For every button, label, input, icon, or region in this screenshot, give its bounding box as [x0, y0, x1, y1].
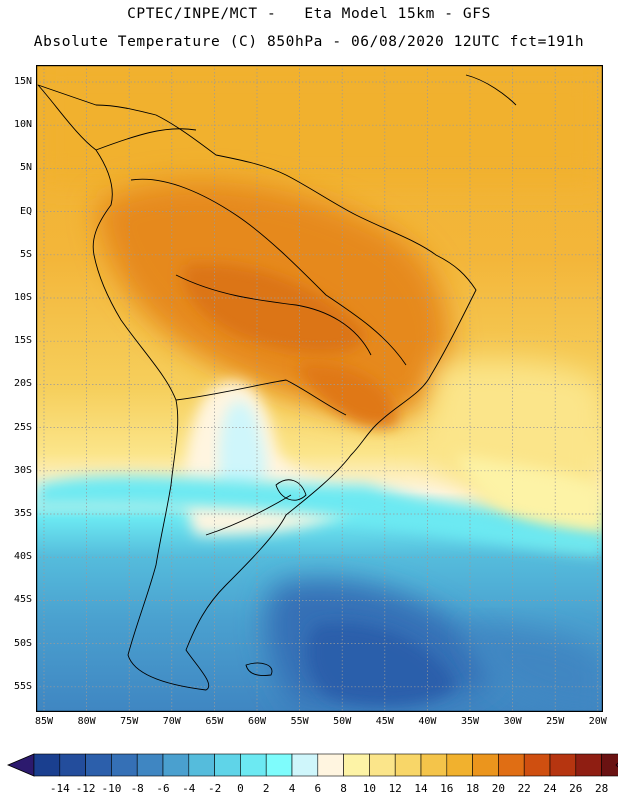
colorbar-cell [33, 753, 61, 777]
longitude-label: 45W [375, 716, 394, 727]
longitude-label: 85W [34, 716, 54, 727]
colorbar-tick-label: 14 [414, 782, 428, 795]
longitude-label: 60W [247, 716, 267, 727]
caribbean-islands [465, 74, 517, 106]
title-line-2: Absolute Temperature (C) 850hPa - 06/08/… [33, 34, 585, 50]
colorbar-tick-label: 10 [362, 782, 377, 795]
colorbar-tick-label: -14 [49, 782, 70, 795]
colorbar-under-triangle [6, 753, 35, 777]
colorbar-cell [575, 753, 602, 777]
colorbar-cell [523, 753, 551, 777]
latitude-label: 15N [13, 76, 32, 87]
latitude-label: 45S [13, 594, 32, 606]
colorbar [6, 753, 618, 777]
latitude-label: 25S [13, 421, 32, 433]
latitude-label: 20S [13, 378, 32, 390]
colorbar-cell [111, 753, 138, 777]
longitude-label: 25W [546, 716, 565, 727]
longitude-label: 40W [418, 716, 437, 727]
latitude-label: EQ [19, 205, 32, 217]
longitude-label: 55W [290, 716, 309, 727]
colorbar-cell [394, 753, 422, 777]
colorbar-tick-label: 16 [440, 782, 454, 795]
colorbar-cell [291, 753, 319, 777]
latitude-label: 5N [19, 162, 32, 174]
colorbar-tick-label: -4 [182, 782, 196, 795]
colorbar-cell [317, 753, 344, 777]
colorbar-cell [420, 753, 448, 777]
country-border [175, 274, 372, 356]
longitude-label: 80W [77, 716, 96, 727]
colorbar-cell [549, 753, 577, 777]
lagoon-outline [275, 479, 307, 501]
latitude-label: 5S [19, 248, 32, 260]
longitude-label: 70W [162, 716, 181, 727]
latitude-label: 55S [13, 680, 32, 692]
colorbar-tick-label: 8 [340, 782, 347, 795]
country-border [175, 379, 347, 416]
longitude-label: 75W [120, 716, 139, 727]
colorbar-cell [446, 753, 473, 777]
title-line-1: CPTEC/INPE/MCT - Eta Model 15km - GFS [127, 6, 491, 22]
colorbar-tick-label: 4 [288, 782, 296, 795]
longitude-label: 65W [205, 716, 224, 727]
latitude-label: 35S [13, 508, 32, 519]
colorbar-tick-label: 28 [594, 782, 609, 795]
lat-lon-grid [36, 65, 603, 712]
south-america-outline [37, 84, 477, 691]
colorbar-cell [162, 753, 190, 777]
colorbar-tick-label: 18 [465, 782, 480, 795]
latitude-label: 40S [13, 551, 32, 563]
colorbar-cell [265, 753, 293, 777]
latitude-label: 30S [13, 464, 32, 476]
latitude-label: 10S [13, 292, 32, 303]
colorbar-cell [188, 753, 215, 777]
colorbar-tick-label: 12 [388, 782, 402, 795]
colorbar-cell [498, 753, 525, 777]
country-border [205, 494, 292, 536]
temperature-field [36, 65, 603, 712]
latitude-label: 15S [13, 335, 32, 347]
colorbar-cell [85, 753, 112, 777]
colorbar-tick-label: 22 [517, 782, 531, 795]
colorbar-cell [59, 753, 86, 777]
colorbar-tick-label: 0 [237, 782, 244, 795]
colorbar-tick-label: -10 [101, 782, 122, 795]
longitude-label: 35W [460, 716, 480, 727]
latitude-label: 50S [13, 637, 32, 649]
colorbar-tick-label: 20 [491, 782, 506, 795]
colorbar-cell [240, 753, 267, 777]
colorbar-cell [214, 753, 241, 777]
colorbar-tick-label: 24 [543, 782, 557, 795]
colorbar-tick-label: 26 [569, 782, 583, 795]
falklands-outline [245, 662, 273, 676]
coastlines [37, 74, 517, 691]
longitude-label: 50W [333, 716, 352, 727]
longitude-label: 20W [588, 716, 607, 727]
map-frame [36, 65, 603, 712]
country-border [130, 178, 407, 366]
colorbar-tick-label: -8 [130, 782, 144, 795]
country-border [95, 128, 197, 151]
colorbar-tick-label: -6 [156, 782, 170, 795]
colorbar-cell [369, 753, 396, 777]
colorbar-tick-label: -12 [75, 782, 96, 795]
colorbar-cell [601, 753, 618, 777]
colorbar-cell [472, 753, 499, 777]
colorbar-cell [343, 753, 370, 777]
temperature-map [36, 65, 603, 712]
colorbar-tick-label: 6 [314, 782, 322, 795]
latitude-label: 10N [13, 119, 32, 131]
colorbar-cell [136, 753, 164, 777]
colorbar-tick-label: 2 [262, 782, 270, 795]
longitude-label: 30W [503, 716, 522, 727]
colorbar-tick-label: -2 [207, 782, 222, 795]
